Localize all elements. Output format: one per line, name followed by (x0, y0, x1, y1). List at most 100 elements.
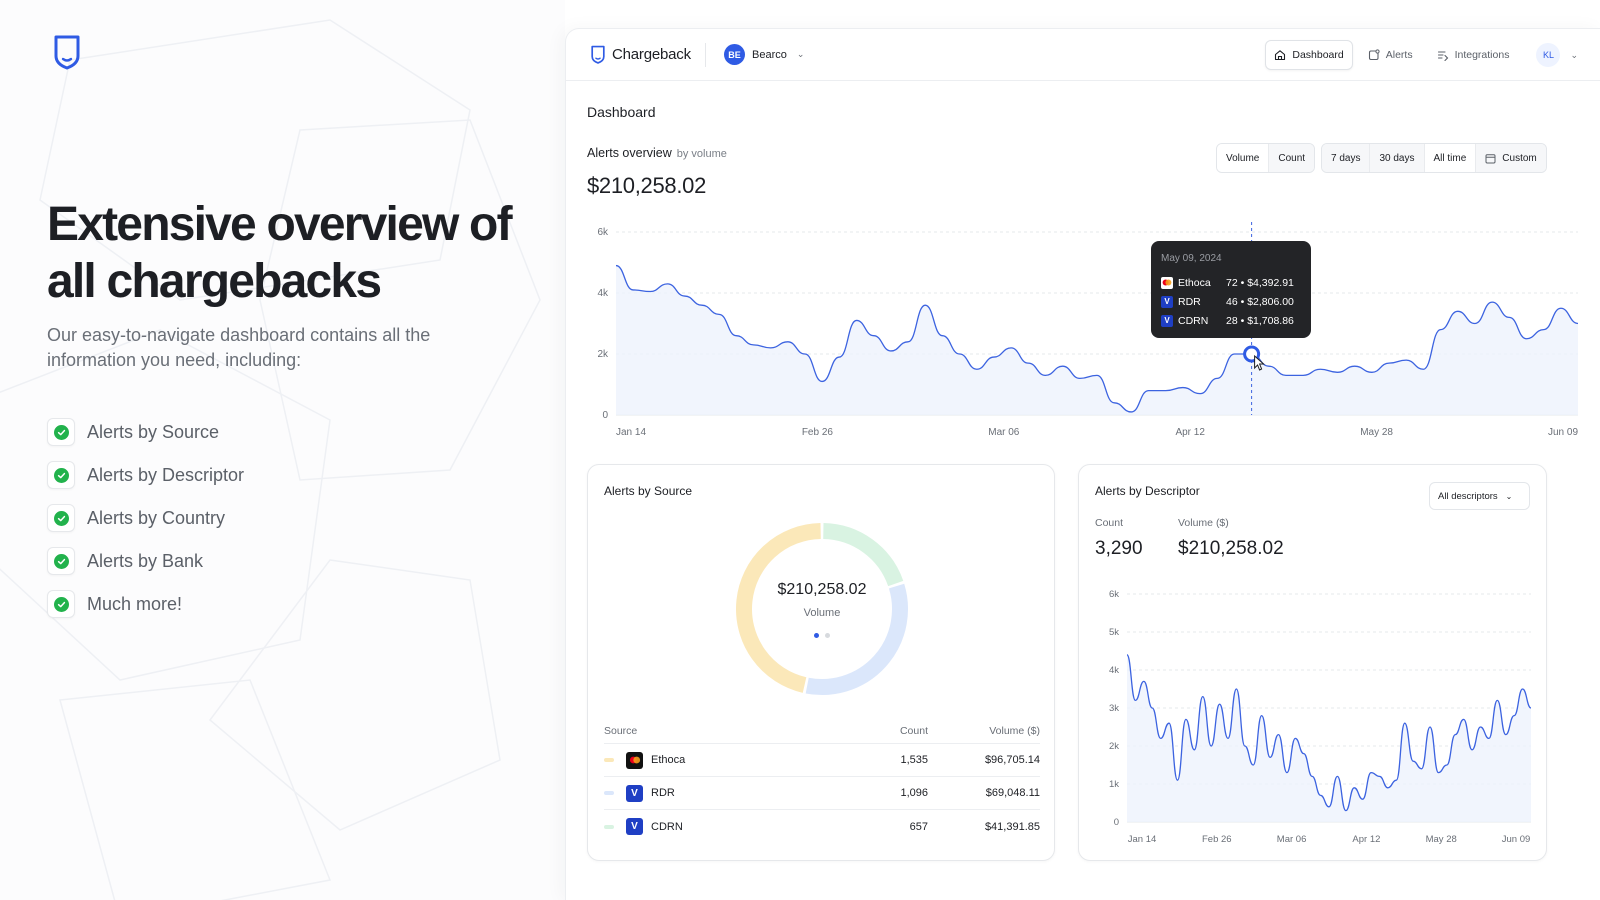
brand[interactable]: Chargeback (590, 45, 691, 64)
feature-item: Alerts by Source (47, 418, 244, 446)
overview-area-chart[interactable]: 0 2k 4k 6k Jan 14 Feb 26 Mar 06 Apr 12 May 28 Jun… (584, 222, 1584, 442)
source-count: 657 (909, 820, 928, 833)
pointer-cursor-icon (1254, 354, 1265, 371)
x-tick-label: Jan 14 (1128, 834, 1157, 845)
series-line (615, 264, 1579, 413)
metric-toggle: Volume Count (1216, 143, 1316, 173)
top-bar: Chargeback BE Bearco ⌄ Dashboard Alerts … (566, 29, 1600, 81)
range-custom-label: Custom (1502, 152, 1537, 164)
x-tick-label: Mar 06 (1277, 834, 1307, 845)
home-icon (1274, 49, 1286, 61)
descriptor-filter-value: All descriptors (1438, 490, 1498, 502)
tooltip-name: Ethoca (1178, 276, 1211, 289)
overview-title-text: Alerts overview (587, 146, 672, 160)
tooltip-row: V CDRN 28 • $1,708.86 (1161, 311, 1301, 330)
y-tick-label: 2k (1109, 741, 1119, 752)
y-tick-label: 6k (597, 227, 609, 238)
hero-title: Extensive overview of all chargebacks (47, 198, 513, 308)
source-count: 1,535 (900, 754, 928, 766)
card-title: Alerts by Source (604, 484, 693, 498)
visa-icon: V (1161, 295, 1173, 308)
x-tick-label: Jun 09 (1548, 427, 1578, 438)
donut-slice-cdrn[interactable] (822, 523, 904, 587)
range-30-days[interactable]: 30 days (1370, 144, 1425, 172)
page-dot[interactable] (825, 633, 830, 638)
divider (705, 43, 706, 67)
check-icon (47, 590, 75, 618)
table-row[interactable]: Ethoca 1,535 $96,705.14 (604, 744, 1040, 777)
column-header-count: Count (899, 724, 928, 737)
nav-label: Alerts (1385, 49, 1413, 61)
x-tick-label: Feb 26 (802, 427, 834, 438)
y-tick-label: 0 (602, 410, 608, 421)
table-row[interactable]: V RDR 1,096 $69,048.11 (604, 777, 1040, 810)
overview-total: $210,258.02 (587, 173, 707, 198)
source-volume: $96,705.14 (984, 754, 1040, 766)
x-tick-label: Feb 26 (1202, 834, 1232, 845)
toggle-volume[interactable]: Volume (1217, 144, 1270, 172)
y-tick-label: 0 (1114, 817, 1119, 828)
shield-logo-icon (591, 45, 605, 64)
source-volume: $41,391.85 (984, 820, 1040, 833)
card-title: Alerts by Descriptor (1095, 484, 1200, 498)
feature-item: Alerts by Bank (47, 547, 244, 575)
source-volume: $69,048.11 (985, 787, 1040, 799)
x-tick-label: Jan 14 (616, 427, 646, 438)
x-tick-label: Mar 06 (988, 427, 1020, 438)
alerts-by-descriptor-card: Alerts by Descriptor All descriptors ⌄ C… (1078, 464, 1547, 861)
background-decoration (0, 19, 541, 900)
check-icon (47, 547, 75, 575)
y-tick-label: 2k (597, 349, 609, 360)
page-dot[interactable] (814, 633, 819, 638)
legend-swatch (604, 791, 614, 795)
donut-total: $210,258.02 (777, 581, 867, 598)
range-toggle: 7 days 30 days All time Custom (1321, 143, 1547, 173)
user-avatar[interactable]: KL (1536, 43, 1561, 67)
donut-label: Volume (803, 607, 841, 619)
descriptor-area-chart[interactable]: 0 1k 2k 3k 4k 5k 6k Jan 14 Feb 26 Mar 06 Apr 12 May… (1095, 580, 1535, 850)
x-tick-label: May 28 (1426, 834, 1457, 845)
toggle-count[interactable]: Count (1269, 144, 1315, 172)
table-row[interactable]: V CDRN 657 $41,391.85 (604, 810, 1040, 843)
source-name: RDR (651, 787, 675, 799)
visa-icon: V (1161, 314, 1173, 327)
chevron-down-icon: ⌄ (1505, 491, 1513, 501)
feature-list: Alerts by Source Alerts by Descriptor Al… (47, 418, 244, 633)
series-line (1126, 654, 1532, 812)
area-fill (1127, 654, 1531, 822)
chevron-down-icon[interactable]: ⌄ (1570, 49, 1578, 60)
tooltip-value: 28 • $1,708.86 (1226, 314, 1294, 327)
y-tick-label: 4k (597, 288, 609, 299)
page-title: Dashboard (587, 104, 656, 120)
feature-label: Alerts by Country (87, 507, 226, 528)
check-icon (47, 504, 75, 532)
tooltip-date: May 09, 2024 (1161, 253, 1222, 264)
alerts-by-source-card: Alerts by Source $210,258.02 Volume Sour… (587, 464, 1055, 861)
check-icon (47, 461, 75, 489)
nav-dashboard[interactable]: Dashboard (1265, 40, 1353, 70)
y-tick-label: 6k (1109, 589, 1119, 600)
donut-center: $210,258.02 Volume (722, 581, 922, 638)
source-donut-chart[interactable] (727, 514, 917, 704)
org-switcher[interactable]: BE Bearco ⌄ (724, 44, 804, 65)
visa-icon: V (626, 818, 643, 835)
x-tick-label: Apr 12 (1352, 834, 1380, 845)
range-custom[interactable]: Custom (1476, 144, 1546, 172)
descriptor-filter-dropdown[interactable]: All descriptors ⌄ (1429, 482, 1530, 510)
visa-icon: V (626, 784, 643, 802)
nav-alerts[interactable]: Alerts (1359, 40, 1422, 70)
nav-integrations[interactable]: Integrations (1428, 40, 1519, 70)
integrations-icon (1437, 49, 1449, 61)
donut-slice-rdr[interactable] (805, 583, 908, 695)
donut-slice-ethoca[interactable] (736, 523, 821, 693)
x-tick-label: Apr 12 (1175, 427, 1205, 438)
y-tick-label: 1k (1109, 779, 1119, 790)
y-tick-label: 3k (1109, 703, 1119, 714)
range-7-days[interactable]: 7 days (1322, 144, 1371, 172)
tooltip-row: V RDR 46 • $2,806.00 (1161, 292, 1301, 311)
count-label: Count (1095, 517, 1124, 529)
source-table: Source Count Volume ($) Ethoca 1,535 $96… (604, 718, 1040, 843)
range-all-time[interactable]: All time (1424, 144, 1477, 172)
hero-subtitle: Our easy-to-navigate dashboard contains … (47, 325, 431, 370)
x-tick-label: May 28 (1360, 427, 1393, 438)
